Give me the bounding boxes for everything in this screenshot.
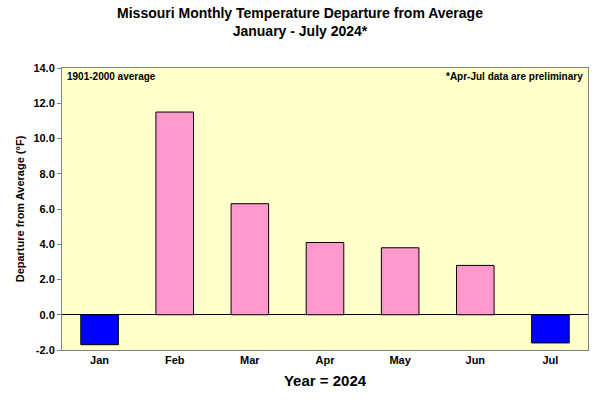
svg-text:Missouri Monthly Temperature D: Missouri Monthly Temperature Departure f… <box>117 5 483 39</box>
svg-text:2.0: 2.0 <box>40 273 55 285</box>
svg-text:12.0: 12.0 <box>33 97 54 109</box>
svg-text:1901-2000 average: 1901-2000 average <box>67 71 156 82</box>
svg-text:Apr: Apr <box>316 354 336 366</box>
svg-text:14.0: 14.0 <box>33 62 54 74</box>
svg-text:Departure from Average (°F): Departure from Average (°F) <box>14 135 26 282</box>
svg-text:Jan: Jan <box>90 354 109 366</box>
svg-text:Jul: Jul <box>542 354 558 366</box>
svg-text:-2.0: -2.0 <box>36 344 55 356</box>
svg-text:8.0: 8.0 <box>40 168 55 180</box>
svg-text:0.0: 0.0 <box>40 309 55 321</box>
svg-text:6.0: 6.0 <box>40 203 55 215</box>
svg-text:Year = 2024: Year = 2024 <box>284 372 367 389</box>
svg-text:Mar: Mar <box>240 354 260 366</box>
svg-text:4.0: 4.0 <box>40 238 55 250</box>
svg-text:Feb: Feb <box>165 354 185 366</box>
svg-text:10.0: 10.0 <box>33 132 54 144</box>
svg-text:May: May <box>389 354 411 366</box>
svg-text:*Apr-Jul data are preliminary: *Apr-Jul data are preliminary <box>446 71 583 82</box>
svg-text:Jun: Jun <box>466 354 486 366</box>
